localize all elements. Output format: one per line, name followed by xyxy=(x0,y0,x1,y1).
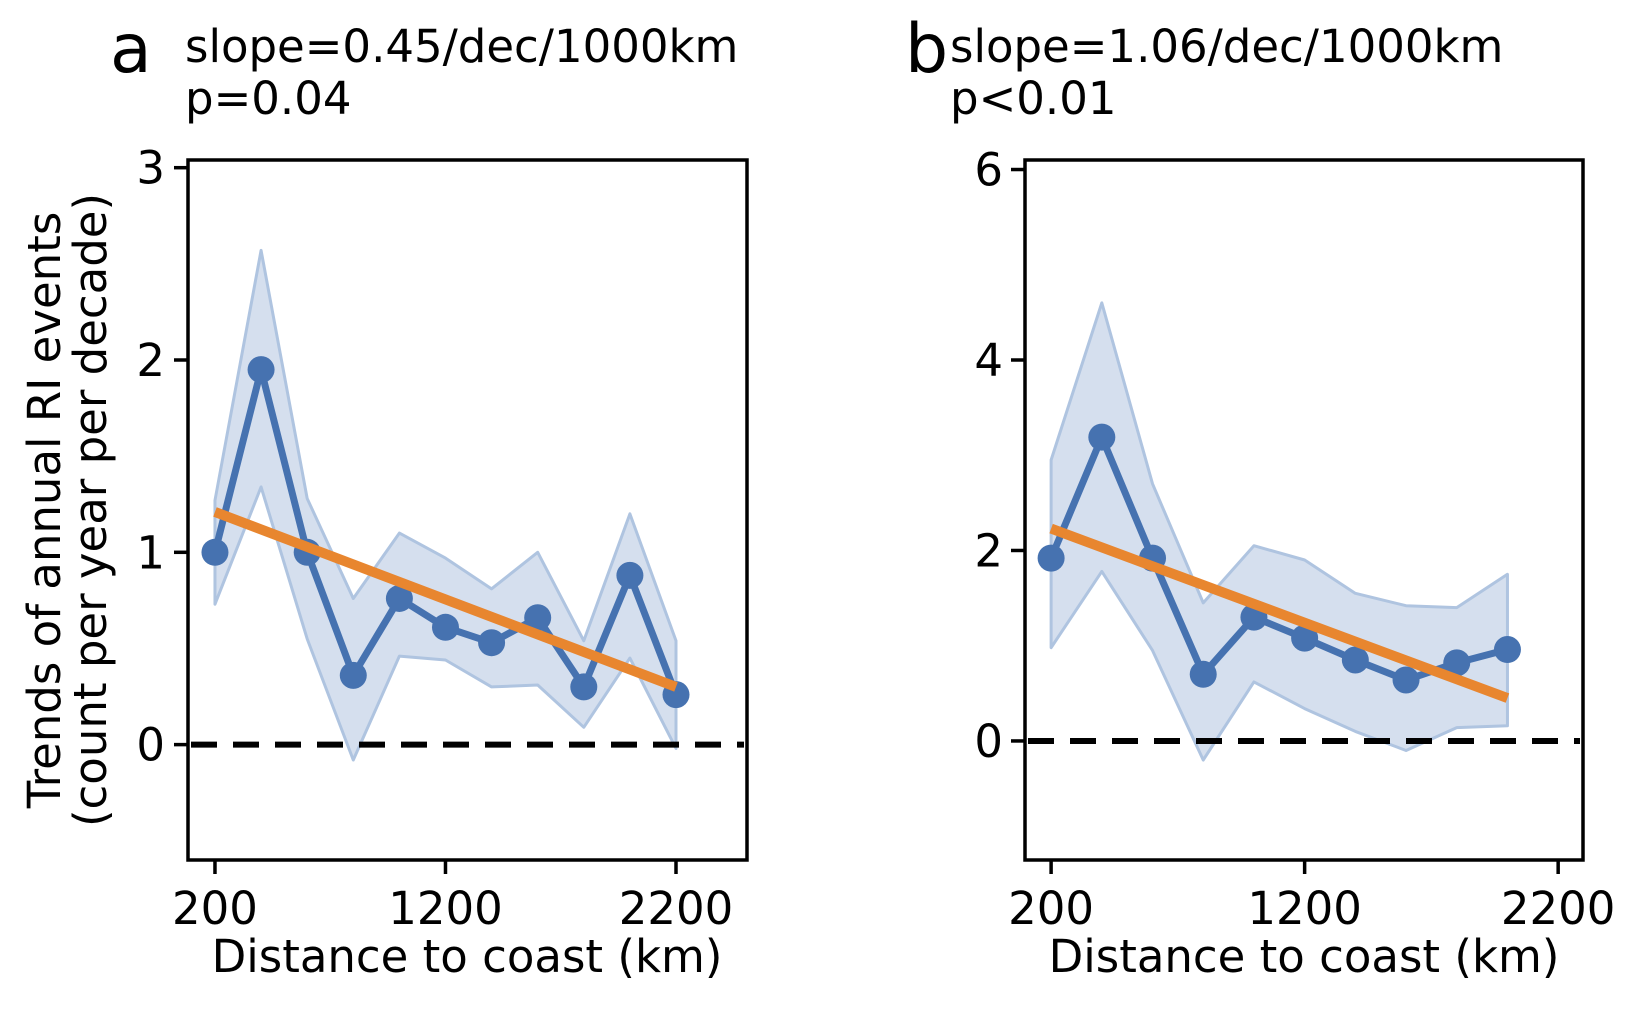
data-point xyxy=(1291,624,1319,652)
data-point xyxy=(478,629,506,657)
panel-b-plot: 200 1200 2200 0 2 4 6 xyxy=(974,144,1615,935)
y-tick-label: 3 xyxy=(136,142,165,195)
x-tick-label: 1200 xyxy=(1247,882,1362,935)
x-tick-label: 1200 xyxy=(388,882,503,935)
y-axis-label-line1: Trends of annual RI events xyxy=(18,212,71,810)
data-point xyxy=(431,613,459,641)
data-point xyxy=(247,356,275,384)
data-point xyxy=(616,561,644,589)
trend-line xyxy=(213,507,678,692)
x-ticks: 200 1200 2200 xyxy=(172,860,733,935)
y-tick-label: 4 xyxy=(974,334,1003,387)
panel-b-title-pvalue: p<0.01 xyxy=(950,72,1116,125)
panel-a: a slope=0.45/dec/1000km p=0.04 Trends of… xyxy=(18,10,749,983)
x-tick-label: 200 xyxy=(1008,882,1094,935)
panel-b: b slope=1.06/dec/1000km p<0.01 200 1200 22… xyxy=(905,10,1615,983)
panel-a-xaxis-label: Distance to coast (km) xyxy=(212,930,723,983)
panel-b-xaxis-label: Distance to coast (km) xyxy=(1049,930,1560,983)
y-ticks: 0 2 4 6 xyxy=(974,144,1025,768)
data-point xyxy=(1493,636,1521,664)
x-ticks: 200 1200 2200 xyxy=(1008,860,1615,935)
x-tick-label: 2200 xyxy=(619,882,734,935)
panel-a-title-pvalue: p=0.04 xyxy=(185,72,351,125)
data-point xyxy=(524,604,552,632)
y-tick-label: 1 xyxy=(136,526,165,579)
data-point xyxy=(1088,423,1116,451)
confidence-band xyxy=(1049,301,1509,762)
panel-a-plot: 200 1200 2200 0 1 2 3 xyxy=(136,142,749,935)
y-ticks: 0 1 2 3 xyxy=(136,142,188,772)
panel-a-letter: a xyxy=(110,10,152,89)
y-tick-label: 0 xyxy=(974,715,1003,768)
data-point xyxy=(1341,646,1369,674)
data-point xyxy=(1037,544,1065,572)
data-point xyxy=(1189,660,1217,688)
data-point xyxy=(1392,666,1420,694)
confidence-band xyxy=(213,248,678,762)
y-axis-label-line2: (count per year per decade) xyxy=(64,193,117,827)
data-point xyxy=(1443,649,1471,677)
y-tick-label: 2 xyxy=(136,334,165,387)
y-tick-label: 6 xyxy=(974,144,1003,197)
data-point xyxy=(201,538,229,566)
data-point xyxy=(339,661,367,689)
x-tick-label: 200 xyxy=(172,882,258,935)
panel-b-title-slope: slope=1.06/dec/1000km xyxy=(950,20,1503,73)
data-point xyxy=(570,673,598,701)
data-point xyxy=(385,584,413,612)
panel-b-letter: b xyxy=(905,10,948,89)
axes-box xyxy=(186,158,749,862)
trend-line xyxy=(1049,523,1510,703)
y-tick-label: 2 xyxy=(974,524,1003,577)
panel-a-title-slope: slope=0.45/dec/1000km xyxy=(185,20,738,73)
y-tick-label: 0 xyxy=(136,719,165,772)
x-tick-label: 2200 xyxy=(1501,882,1616,935)
